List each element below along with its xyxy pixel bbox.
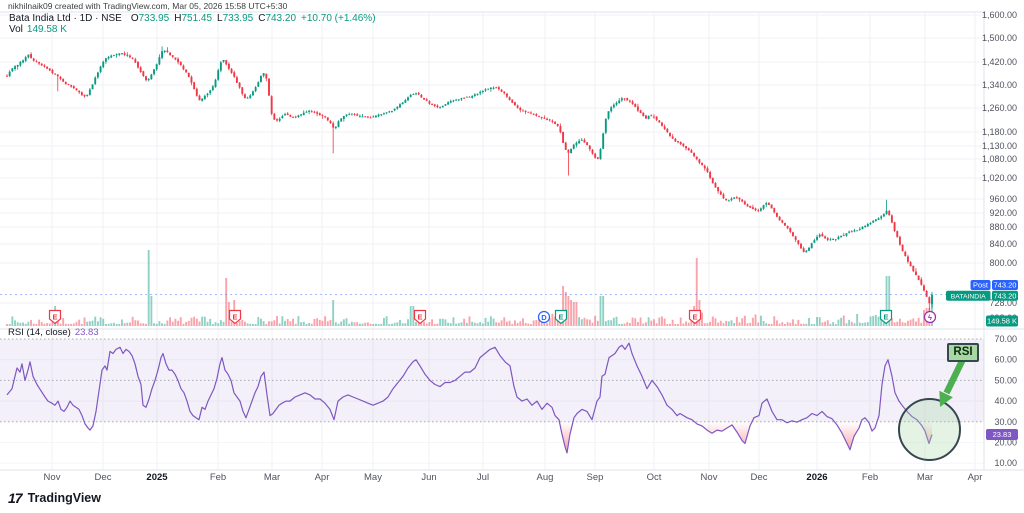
svg-text:2026: 2026 xyxy=(806,472,827,483)
svg-text:Feb: Feb xyxy=(862,472,878,483)
svg-text:Sep: Sep xyxy=(587,472,604,483)
svg-text:Aug: Aug xyxy=(537,472,554,483)
rsi-band-lines xyxy=(0,338,984,423)
post-market-tag xyxy=(970,280,991,290)
symbol-tag xyxy=(946,290,991,301)
axis-badges: Post 743.20 BATAINDIA 743.20 149.58 K 23… xyxy=(946,280,1018,440)
svg-text:1,340.00: 1,340.00 xyxy=(982,80,1017,90)
rsi-line xyxy=(6,342,933,454)
svg-text:Mar: Mar xyxy=(264,472,280,483)
svg-text:Apr: Apr xyxy=(315,472,330,483)
candlestick-series xyxy=(6,46,933,316)
svg-text:728.00: 728.00 xyxy=(989,298,1017,308)
svg-text:10.00: 10.00 xyxy=(994,458,1017,468)
high-value: 751.45 xyxy=(181,13,213,24)
svg-text:40.00: 40.00 xyxy=(994,396,1017,406)
svg-text:Nov: Nov xyxy=(701,472,718,483)
svg-text:E: E xyxy=(232,313,237,322)
svg-text:E: E xyxy=(558,313,563,322)
svg-text:20.00: 20.00 xyxy=(994,438,1017,448)
svg-text:149.58 K: 149.58 K xyxy=(987,316,1017,325)
svg-text:May: May xyxy=(364,472,382,483)
rsi-legend-title: RSI (14, close) xyxy=(8,327,71,338)
svg-text:Apr: Apr xyxy=(968,472,983,483)
annotation-circle xyxy=(898,398,961,461)
tradingview-logo-icon: 17 xyxy=(8,490,23,506)
open-label: O xyxy=(130,13,139,24)
svg-text:840.00: 840.00 xyxy=(989,239,1017,249)
tradingview-logo[interactable]: 17 TradingView xyxy=(8,490,101,506)
svg-text:E: E xyxy=(417,313,422,322)
rsi-annotation-label: RSI xyxy=(947,343,979,362)
svg-text:743.20: 743.20 xyxy=(994,281,1017,290)
svg-text:1,600.00: 1,600.00 xyxy=(982,10,1017,20)
svg-text:Nov: Nov xyxy=(44,472,61,483)
volume-badge xyxy=(986,315,1018,327)
close-value: 743.20 xyxy=(265,13,297,24)
open-value: 733.95 xyxy=(138,13,170,24)
rsi-legend-value: 23.83 xyxy=(74,327,99,338)
svg-text:1,080.00: 1,080.00 xyxy=(982,154,1017,164)
event-markers[interactable]: E E E D E E E ϟ xyxy=(48,309,937,325)
svg-text:1,130.00: 1,130.00 xyxy=(982,141,1017,151)
svg-text:880.00: 880.00 xyxy=(989,222,1017,232)
svg-text:1,180.00: 1,180.00 xyxy=(982,127,1017,137)
svg-text:Dec: Dec xyxy=(751,472,768,483)
svg-text:1,500.00: 1,500.00 xyxy=(982,33,1017,43)
volume-value: 149.58 K xyxy=(26,24,67,35)
attribution-text: nikhilnaik09 created with TradingView.co… xyxy=(8,1,288,11)
rsi-oversold-fills xyxy=(84,421,932,453)
svg-text:D: D xyxy=(541,313,547,322)
svg-text:1,020.00: 1,020.00 xyxy=(982,173,1017,183)
svg-text:E: E xyxy=(692,313,697,322)
svg-text:Jun: Jun xyxy=(421,472,436,483)
svg-text:30.00: 30.00 xyxy=(994,417,1017,427)
post-price-badge xyxy=(992,280,1018,290)
low-value: 733.95 xyxy=(222,13,254,24)
high-label: H xyxy=(174,13,182,24)
svg-text:2025: 2025 xyxy=(146,472,168,483)
volume-bars xyxy=(6,250,933,326)
pane-borders xyxy=(0,11,1024,471)
rsi-value-badge xyxy=(986,429,1018,440)
close-label: C xyxy=(258,13,266,24)
time-axis[interactable]: Nov Dec 2025 Feb Mar Apr May Jun Jul Aug Sep Oct Nov… xyxy=(44,472,983,483)
rsi-legend: RSI (14, close) 23.83 xyxy=(8,327,99,338)
svg-text:Oct: Oct xyxy=(647,472,662,483)
symbol-title: Bata India Ltd · 1D · NSE xyxy=(9,13,122,24)
change-value: +10.70 (+1.46%) xyxy=(301,13,376,24)
tradingview-logo-text: TradingView xyxy=(27,491,101,505)
svg-text:E: E xyxy=(883,313,888,322)
svg-text:Dec: Dec xyxy=(95,472,112,483)
svg-text:70.00: 70.00 xyxy=(994,334,1017,344)
svg-text:ϟ: ϟ xyxy=(928,313,932,322)
svg-text:BATAINDIA: BATAINDIA xyxy=(951,293,986,300)
low-label: L xyxy=(217,13,223,24)
svg-text:960.00: 960.00 xyxy=(989,194,1017,204)
annotation-arrow xyxy=(939,357,966,407)
svg-text:Jul: Jul xyxy=(477,472,489,483)
svg-text:60.00: 60.00 xyxy=(994,355,1017,365)
svg-text:E: E xyxy=(52,313,57,322)
svg-text:920.00: 920.00 xyxy=(989,208,1017,218)
svg-text:23.83: 23.83 xyxy=(993,430,1012,439)
svg-text:1,420.00: 1,420.00 xyxy=(982,57,1017,67)
svg-text:Mar: Mar xyxy=(917,472,933,483)
price-axis[interactable]: 1,600.00 1,500.00 1,420.00 1,340.00 1,260.00… xyxy=(982,10,1017,468)
svg-text:743.20: 743.20 xyxy=(994,291,1017,300)
volume-legend: Vol 149.58 K xyxy=(9,24,67,35)
svg-text:1,260.00: 1,260.00 xyxy=(982,103,1017,113)
last-price-badge xyxy=(992,290,1018,301)
svg-text:Post: Post xyxy=(973,281,989,290)
grid-layer xyxy=(0,12,984,470)
symbol-legend: Bata India Ltd · 1D · NSE O733.95 H751.45 L… xyxy=(9,13,376,24)
volume-label: Vol xyxy=(9,24,23,35)
svg-text:50.00: 50.00 xyxy=(994,375,1017,385)
svg-text:800.00: 800.00 xyxy=(989,258,1017,268)
svg-text:Feb: Feb xyxy=(210,472,226,483)
